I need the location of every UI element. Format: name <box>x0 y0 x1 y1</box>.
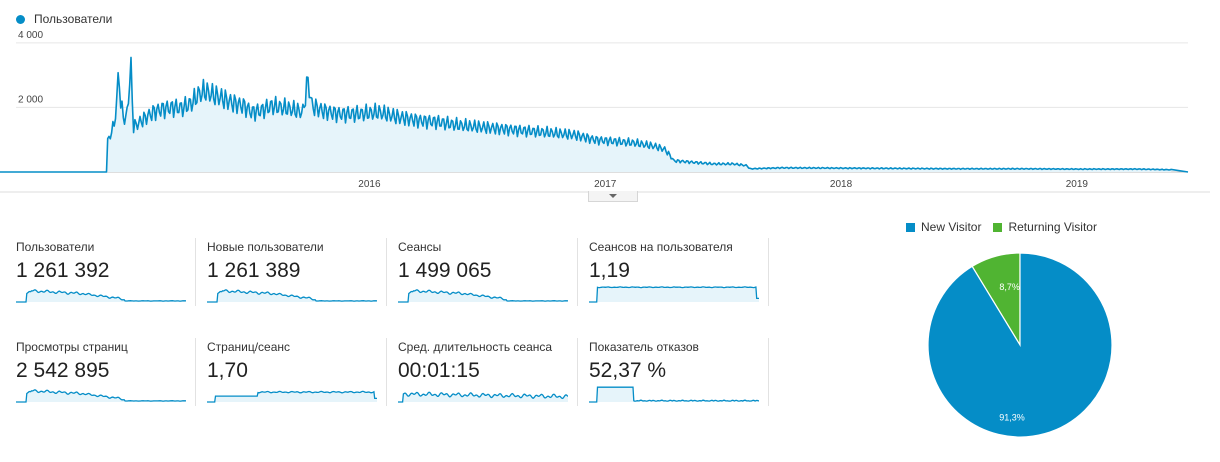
y-tick-label: 2 000 <box>18 94 43 105</box>
x-tick-label: 2017 <box>594 179 617 190</box>
sparkline-line <box>207 289 377 303</box>
legend-item-returning-visitor[interactable]: Returning Visitor <box>993 220 1097 234</box>
x-tick-label: 2016 <box>358 179 381 190</box>
x-tick-label: 2019 <box>1066 179 1089 190</box>
metric-sessions[interactable]: Сеансы 1 499 065 <box>398 240 574 312</box>
metric-label: Сред. длительность сеанса <box>398 340 553 354</box>
users-over-time-chart[interactable]: 4 000 2 000 2016 2017 2018 2019 <box>0 0 1220 200</box>
metric-sessions-per-user[interactable]: Сеансов на пользователя 1,19 <box>589 240 765 312</box>
pie-slice-new-visitor[interactable] <box>927 252 1113 438</box>
series-line <box>0 56 1189 173</box>
metric-users[interactable]: Пользователи 1 261 392 <box>16 240 192 312</box>
sparkline-fill <box>398 392 568 402</box>
sparkline <box>16 289 186 303</box>
legend-swatch <box>906 222 915 232</box>
metric-divider <box>768 338 769 406</box>
sparkline-line <box>207 390 377 403</box>
series-area-fill <box>0 57 1188 172</box>
sparkline-line <box>16 289 186 303</box>
metric-divider <box>195 338 196 406</box>
sparkline <box>207 289 377 303</box>
sparkline-fill <box>398 289 568 302</box>
metric-value: 1,19 <box>589 259 630 282</box>
metric-label: Показатель отказов <box>589 340 699 354</box>
x-tick-label: 2018 <box>830 179 853 190</box>
sparkline-fill <box>589 387 759 402</box>
collapse-chart-button[interactable] <box>588 191 638 202</box>
metric-label: Новые пользователи <box>207 240 324 254</box>
metric-pageviews[interactable]: Просмотры страниц 2 542 895 <box>16 340 192 412</box>
sparkline-line <box>589 386 759 403</box>
sparkline-fill <box>207 289 377 302</box>
metric-bounce-rate[interactable]: Показатель отказов 52,37 % <box>589 340 765 412</box>
metric-value: 1 499 065 <box>398 259 492 282</box>
metric-value: 1,70 <box>207 359 248 382</box>
legend-label: Пользователи <box>34 12 113 26</box>
sparkline-fill <box>16 389 186 402</box>
metric-divider <box>577 238 578 306</box>
legend-label: New Visitor <box>921 220 982 234</box>
sparkline-line <box>398 289 568 303</box>
metric-divider <box>195 238 196 306</box>
metric-divider <box>386 238 387 306</box>
chart-legend[interactable]: Пользователи <box>16 12 112 26</box>
metric-value: 2 542 895 <box>16 359 110 382</box>
sparkline <box>589 286 759 303</box>
metric-label: Сеансы <box>398 240 442 254</box>
legend-swatch <box>993 222 1003 232</box>
chevron-down-icon <box>609 194 617 198</box>
metric-value: 52,37 % <box>589 359 667 382</box>
legend-label: Returning Visitor <box>1008 220 1097 234</box>
metric-new-users[interactable]: Новые пользователи 1 261 389 <box>207 240 383 312</box>
pie-slice-label: 8,7% <box>999 282 1020 292</box>
metric-divider <box>386 338 387 406</box>
metric-label: Сеансов на пользователя <box>589 240 733 254</box>
sparkline <box>589 386 759 403</box>
sparkline-line <box>398 391 568 403</box>
sparkline <box>16 389 186 403</box>
series-color-dot <box>16 14 25 24</box>
sparkline <box>207 390 377 403</box>
legend-item-new-visitor[interactable]: New Visitor <box>906 220 981 234</box>
sparkline-line <box>16 389 186 403</box>
pie-legend: New Visitor Returning Visitor <box>906 220 1109 234</box>
metric-label: Просмотры страниц <box>16 340 128 354</box>
sparkline-fill <box>207 391 377 402</box>
y-tick-label: 4 000 <box>18 30 43 41</box>
metric-value: 00:01:15 <box>398 359 480 382</box>
sparkline-fill <box>16 289 186 302</box>
visitor-type-pie-chart[interactable]: 8,7% 91,3% <box>920 245 1120 445</box>
metric-value: 1 261 389 <box>207 259 301 282</box>
sparkline-fill <box>589 286 759 302</box>
metric-label: Страниц/сеанс <box>207 340 291 354</box>
sparkline <box>398 391 568 403</box>
metric-label: Пользователи <box>16 240 95 254</box>
pie-slice-label: 91,3% <box>999 412 1025 422</box>
metric-pages-per-session[interactable]: Страниц/сеанс 1,70 <box>207 340 383 412</box>
sparkline <box>398 289 568 303</box>
metric-divider <box>577 338 578 406</box>
metric-avg-session-duration[interactable]: Сред. длительность сеанса 00:01:15 <box>398 340 574 412</box>
metric-divider <box>768 238 769 306</box>
metric-value: 1 261 392 <box>16 259 110 282</box>
sparkline-line <box>589 286 759 303</box>
